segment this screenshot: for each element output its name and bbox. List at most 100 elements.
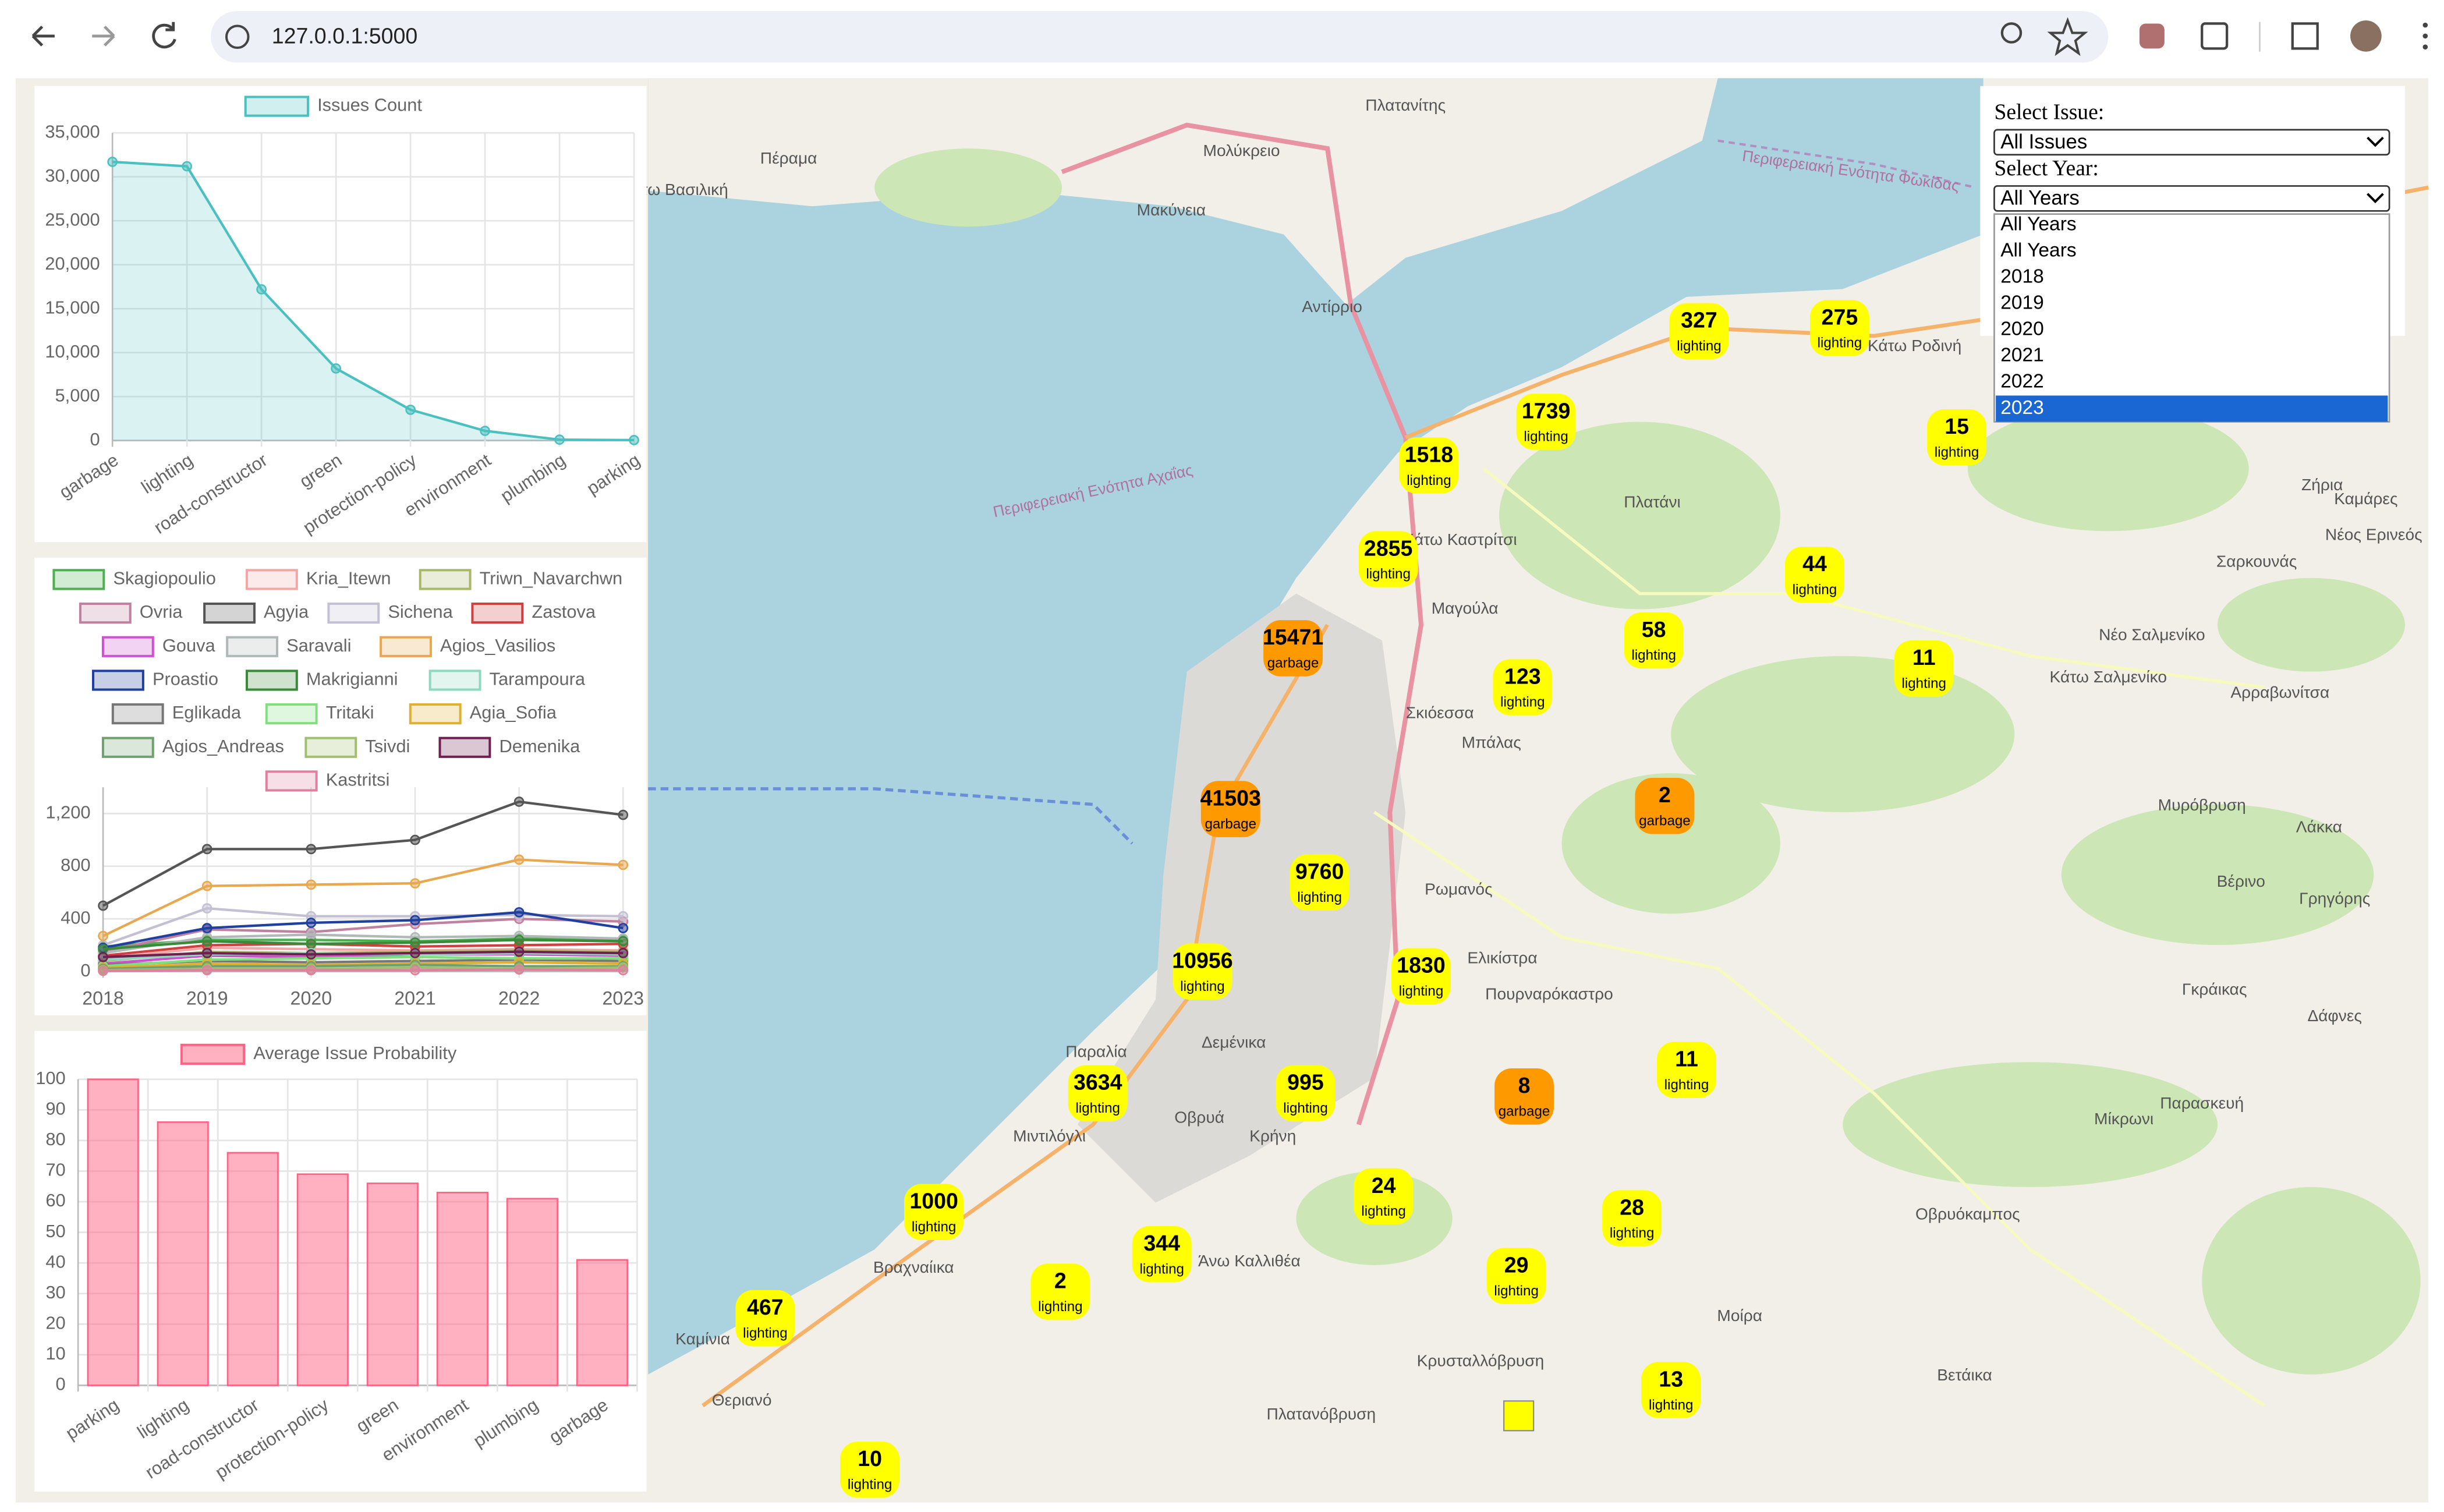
marker-label: lighting (1180, 979, 1224, 994)
year-option[interactable]: 2019 (2000, 292, 2044, 314)
marker-badge (1391, 948, 1451, 1005)
bookmark-icon[interactable] (2047, 17, 2088, 56)
marker[interactable]: 1000 lighting (904, 1184, 964, 1241)
marker[interactable]: 29 lighting (1486, 1248, 1546, 1305)
year-option[interactable]: 2021 (2000, 345, 2044, 366)
marker[interactable]: 2 garbage (1635, 778, 1695, 834)
year-select[interactable] (1993, 185, 2390, 212)
marker[interactable]: 44 lighting (1785, 547, 1844, 603)
marker[interactable]: 10 lighting (840, 1442, 900, 1498)
year-options: All Years All Years 2018 2019 2020 2021 2022 20… (1996, 213, 2388, 422)
marker-count: 13 (1659, 1366, 1683, 1391)
legend-label: Gouva (162, 635, 216, 656)
marker-count: 3634 (1074, 1070, 1122, 1095)
marker-badge (1263, 620, 1323, 677)
marker[interactable]: 41503 garbage (1200, 781, 1261, 837)
marker-badge (1641, 1362, 1701, 1418)
marker-count: 275 (1822, 304, 1858, 329)
place-label: Μαγούλα (1432, 599, 1499, 617)
bar (436, 1191, 488, 1386)
year-dropdown (1993, 213, 2390, 423)
marker[interactable]: 995 lighting (1276, 1065, 1336, 1122)
extensions-button[interactable] (2201, 22, 2229, 50)
year-option[interactable]: 2020 (2000, 318, 2044, 340)
marker[interactable]: 13 lighting (1641, 1362, 1701, 1418)
line (112, 160, 635, 442)
place-label: Σαρκουνάς (2216, 552, 2297, 570)
marker[interactable]: 11 lighting (1894, 640, 1954, 697)
legend-swatch (380, 636, 432, 657)
bar (87, 1078, 139, 1386)
marker-badge (1030, 1263, 1090, 1320)
legend-label: Agios_Andreas (162, 736, 284, 756)
year-option[interactable]: All Years (2000, 213, 2076, 235)
marker[interactable]: 344 lighting (1132, 1226, 1192, 1283)
marker[interactable]: 2855 lighting (1358, 531, 1418, 587)
marker[interactable]: 8 garbage (1494, 1068, 1554, 1125)
marker[interactable]: 28 lighting (1602, 1190, 1662, 1247)
legend-swatch (438, 736, 491, 758)
legend-label: Kria_Itewn (306, 568, 391, 589)
place-label: Πέραμα (760, 149, 817, 167)
marker[interactable]: 24 lighting (1354, 1168, 1414, 1225)
area (112, 162, 635, 441)
legend-label: Tsivdi (365, 736, 410, 756)
marker-badge (1635, 778, 1695, 834)
marker[interactable]: 1830 lighting (1391, 948, 1451, 1005)
marker-badge (1173, 943, 1232, 1000)
marker-badge (1809, 300, 1869, 356)
forward-button[interactable] (92, 26, 115, 47)
marker[interactable]: 467 lighting (735, 1290, 795, 1347)
year-option[interactable]: All Years (2000, 239, 2076, 261)
marker[interactable]: 9760 lighting (1290, 854, 1349, 911)
extension-icon[interactable] (2139, 23, 2165, 49)
profile-avatar[interactable] (2350, 20, 2382, 52)
side-panel-button[interactable] (2291, 22, 2319, 50)
marker-count: 1518 (1405, 442, 1454, 466)
back-button[interactable] (31, 26, 55, 47)
legend-swatch (245, 569, 298, 590)
marker[interactable]: 10956 lighting (1172, 943, 1233, 1000)
marker[interactable]: 3634 lighting (1068, 1065, 1128, 1122)
reload-button[interactable] (152, 22, 176, 49)
point (629, 435, 639, 445)
year-option[interactable]: 2022 (2000, 371, 2044, 392)
issue-select[interactable] (1993, 129, 2390, 156)
marker[interactable]: 327 lighting (1669, 303, 1729, 360)
marker-unlabeled[interactable] (1503, 1400, 1535, 1432)
year-option[interactable]: 2018 (2000, 265, 2044, 287)
marker[interactable]: 123 lighting (1493, 659, 1553, 716)
year-option[interactable]: 2023 (2000, 397, 2044, 419)
marker[interactable]: 1739 lighting (1516, 394, 1576, 450)
marker[interactable]: 15 lighting (1927, 409, 1987, 466)
marker[interactable]: 2 lighting (1030, 1263, 1090, 1320)
address-bar[interactable] (211, 10, 2109, 63)
menu-button[interactable] (2422, 22, 2428, 49)
legend-swatch (265, 770, 318, 792)
y-tick-label: 60 (45, 1190, 65, 1210)
marker-count: 28 (1620, 1195, 1644, 1219)
line (102, 939, 624, 951)
marker-badge (1358, 531, 1418, 587)
place-label: Λάκκα (2296, 817, 2342, 835)
site-info-icon[interactable] (225, 24, 250, 49)
point (618, 965, 629, 976)
x-tick-label: 2019 (186, 987, 228, 1008)
place-label: Οβρυόκαμπος (1915, 1205, 2020, 1223)
marker-count: 15471 (1263, 625, 1323, 649)
marker[interactable]: 15471 garbage (1263, 620, 1323, 677)
marker[interactable]: 1518 lighting (1399, 437, 1459, 494)
select-arrow (2367, 136, 2384, 147)
marker[interactable]: 58 lighting (1624, 612, 1684, 669)
legend-swatch (244, 95, 309, 117)
marker-count: 24 (1372, 1173, 1396, 1198)
zoom-icon[interactable] (2000, 22, 2023, 44)
marker-badge (1132, 1226, 1192, 1283)
point (201, 903, 212, 914)
marker-label: lighting (848, 1477, 892, 1493)
x-tick-label: 2020 (291, 987, 332, 1008)
marker[interactable]: 11 lighting (1657, 1042, 1716, 1098)
marker-badge (1624, 612, 1684, 669)
marker[interactable]: 275 lighting (1809, 300, 1869, 356)
bar (506, 1198, 558, 1386)
